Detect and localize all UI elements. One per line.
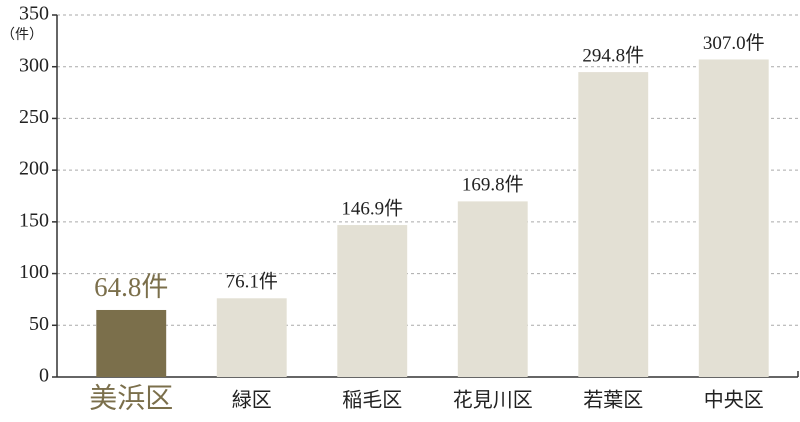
y-tick-label: 250 — [19, 106, 49, 128]
y-tick-label: 200 — [19, 158, 49, 180]
unit-label: （件） — [1, 27, 43, 43]
x-tick-label: 中央区 — [704, 389, 764, 412]
bar — [96, 309, 167, 377]
x-tick-label: 緑区 — [232, 389, 272, 412]
y-tick-label: 100 — [19, 261, 49, 283]
value-label: 146.9件 — [341, 197, 403, 219]
value-label: 294.8件 — [582, 44, 644, 66]
bar — [337, 225, 408, 377]
y-tick-label: 0 — [39, 365, 49, 387]
value-label: 76.1件 — [226, 271, 278, 293]
x-tick-label: 若葉区 — [583, 389, 643, 412]
value-label: 169.8件 — [462, 174, 524, 196]
y-tick-label: 300 — [19, 54, 49, 76]
x-tick-label: 美浜区 — [89, 382, 173, 414]
bar — [457, 201, 528, 377]
y-tick-label: 50 — [29, 313, 49, 335]
y-tick-label: 350 — [19, 3, 49, 25]
y-tick-label: 150 — [19, 209, 49, 231]
bar — [698, 59, 769, 378]
value-label: 64.8件 — [94, 272, 168, 302]
x-tick-label: 稲毛区 — [342, 389, 402, 412]
bar — [578, 72, 649, 377]
x-tick-label: 花見川区 — [453, 389, 533, 412]
bar — [216, 298, 287, 377]
value-label: 307.0件 — [703, 32, 765, 54]
